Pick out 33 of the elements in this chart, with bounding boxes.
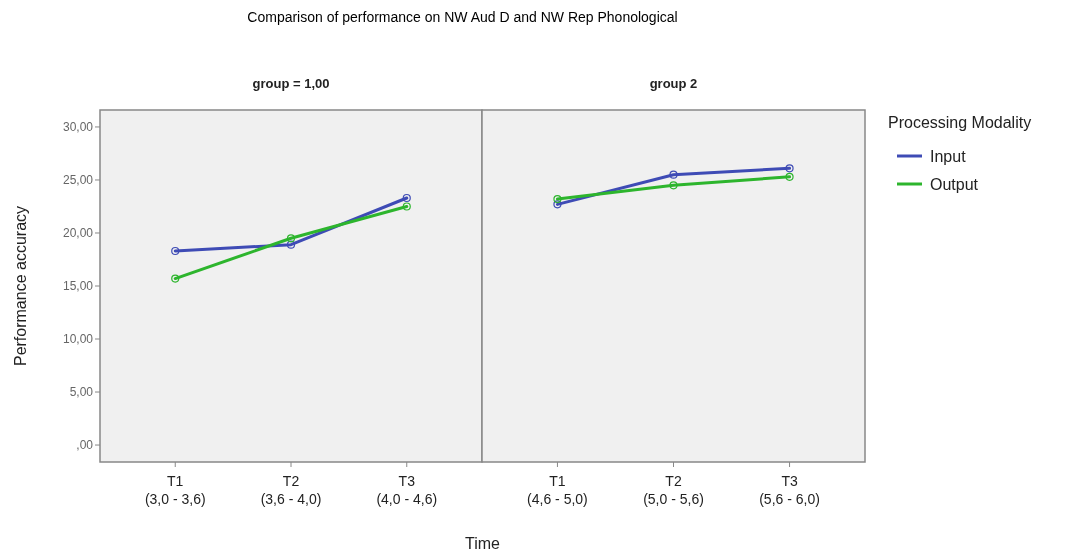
y-tick-label: 5,00: [69, 385, 94, 400]
point: [785, 164, 794, 173]
legend-label: Input: [930, 148, 967, 165]
point: [402, 202, 411, 211]
x-axis-title: Time: [465, 535, 501, 552]
point: [171, 246, 180, 256]
point: [171, 274, 180, 283]
x-tick-label: T2 (5,0 - 5,6): [643, 473, 704, 507]
point: [669, 170, 678, 179]
y-tick-label: 25,00: [62, 172, 94, 187]
point: [785, 172, 794, 181]
x-tick-label: T1 (3,0 - 3,6): [144, 473, 206, 507]
point: [553, 200, 562, 209]
x-tick-label: T2 (3,6 - 4,0): [260, 473, 322, 507]
y-tick-label: ,00: [76, 438, 94, 453]
chart-title: Comparison of performance on NW Aud D and NW Rep Phonological: [247, 9, 678, 25]
x-tick-label: T3 (4,0 - 4,6): [376, 473, 438, 507]
chart-subtitle: group 2: [649, 76, 698, 91]
y-tick-label: 10,00: [62, 332, 94, 347]
x-tick-label: T3 (5,6 - 6,0): [759, 473, 820, 507]
point: [402, 193, 411, 203]
legend-label: Output: [930, 176, 979, 193]
legend-title: Processing Modality: [888, 114, 1032, 131]
point: [286, 240, 296, 249]
point: [553, 194, 562, 204]
point: [669, 181, 678, 190]
y-tick-label: 30,00: [62, 119, 94, 134]
y-axis-title: Performance accuracy: [12, 205, 29, 367]
point: [286, 234, 296, 243]
y-tick-label: 20,00: [62, 225, 94, 240]
chart-subtitle: group = 1,00: [252, 76, 330, 91]
x-tick-label: T1 (4,6 - 5,0): [527, 473, 588, 507]
y-tick-label: 15,00: [62, 279, 94, 293]
